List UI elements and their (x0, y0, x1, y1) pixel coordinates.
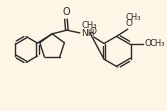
Text: NH: NH (81, 29, 94, 38)
Text: CH₃: CH₃ (150, 39, 165, 48)
Text: O: O (89, 27, 96, 36)
Text: O: O (62, 7, 70, 17)
Text: O: O (125, 19, 132, 28)
Text: CH₃: CH₃ (81, 21, 97, 30)
Text: CH₃: CH₃ (125, 13, 141, 22)
Text: O: O (144, 39, 151, 48)
